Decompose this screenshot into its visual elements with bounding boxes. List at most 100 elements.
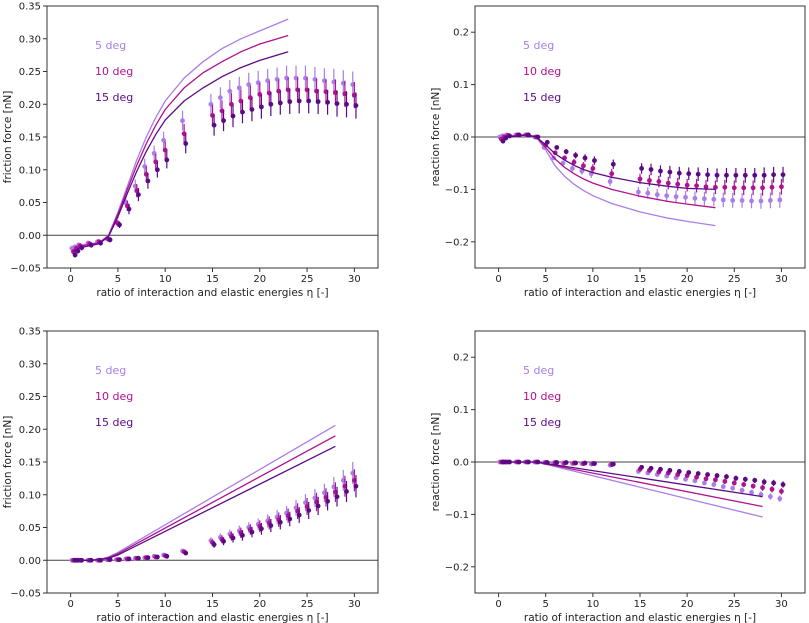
data-point bbox=[711, 196, 717, 202]
x-tick-label: 10 bbox=[586, 599, 599, 610]
y-tick-label: 0.1 bbox=[453, 80, 469, 91]
data-point bbox=[236, 85, 242, 91]
model-curve bbox=[73, 435, 336, 561]
data-point bbox=[164, 553, 170, 559]
x-tick-label: 20 bbox=[681, 274, 694, 285]
data-point bbox=[554, 460, 560, 465]
data-point bbox=[761, 172, 767, 178]
y-tick-label: 0.10 bbox=[19, 165, 41, 176]
data-point bbox=[258, 104, 264, 110]
chart-bottom-left: 0 5 10 15 20 25 30 −0.05 0.00 0.05 0.10 0.15 0.20 0.2… bbox=[2, 327, 379, 623]
data-point bbox=[296, 98, 302, 104]
data-point bbox=[741, 185, 747, 191]
data-point bbox=[648, 465, 654, 471]
data-point bbox=[211, 122, 217, 128]
series-15-deg bbox=[72, 51, 359, 258]
data-point bbox=[683, 194, 688, 200]
y-tick-label: −0.2 bbox=[445, 237, 469, 248]
x-tick-label: 25 bbox=[728, 274, 741, 285]
y-tick-label: 0.30 bbox=[19, 359, 41, 370]
data-point bbox=[664, 193, 670, 199]
data-point bbox=[750, 185, 756, 191]
data-point bbox=[683, 476, 688, 482]
y-axis-label: friction force [nN] bbox=[2, 416, 14, 509]
legend-entry: 10 deg bbox=[95, 65, 133, 78]
y-tick-label: −0.1 bbox=[445, 185, 469, 196]
y-tick-label: −0.05 bbox=[10, 264, 41, 275]
data-point bbox=[183, 550, 189, 556]
data-point bbox=[733, 172, 739, 178]
data-point bbox=[315, 503, 321, 509]
data-point bbox=[714, 473, 720, 479]
data-point bbox=[780, 172, 786, 178]
legend-entry: 15 deg bbox=[95, 91, 133, 104]
data-point bbox=[334, 101, 340, 106]
data-point bbox=[665, 180, 671, 186]
model-curve bbox=[73, 34, 289, 251]
data-point bbox=[221, 118, 226, 124]
data-point bbox=[771, 172, 776, 178]
data-point bbox=[353, 483, 359, 489]
data-point bbox=[769, 184, 775, 190]
x-tick-label: 30 bbox=[348, 599, 361, 610]
model-curve bbox=[73, 18, 289, 249]
series-15-deg bbox=[500, 132, 786, 191]
data-point bbox=[779, 184, 784, 190]
data-point bbox=[742, 172, 748, 178]
data-point bbox=[277, 100, 283, 106]
y-tick-label: 0.0 bbox=[453, 458, 469, 469]
data-point bbox=[639, 464, 644, 470]
data-point bbox=[722, 184, 728, 190]
data-point bbox=[610, 161, 616, 167]
y-tick-label: −0.05 bbox=[10, 589, 41, 600]
data-point bbox=[742, 476, 748, 482]
y-tick-label: 0.2 bbox=[453, 353, 469, 364]
x-tick-label: 25 bbox=[301, 599, 314, 610]
data-point bbox=[581, 163, 586, 169]
data-point bbox=[658, 168, 663, 174]
chart-top-left: 0 5 10 15 20 25 30 −0.05 0.00 0.05 0.10 0.15 0.20 0.2… bbox=[2, 2, 379, 299]
data-point bbox=[667, 467, 673, 473]
legend-entry: 5 deg bbox=[95, 364, 126, 377]
data-point bbox=[126, 556, 132, 562]
model-curve bbox=[73, 445, 336, 561]
data-point bbox=[752, 172, 758, 178]
data-point bbox=[769, 486, 775, 492]
data-point bbox=[136, 192, 141, 198]
data-point bbox=[761, 479, 767, 485]
x-tick-label: 5 bbox=[543, 599, 549, 610]
data-point bbox=[648, 167, 654, 172]
data-point bbox=[296, 512, 302, 518]
data-point bbox=[221, 538, 226, 544]
y-tick-label: 0.30 bbox=[19, 34, 41, 45]
x-tick-label: 10 bbox=[159, 599, 172, 610]
data-point bbox=[306, 98, 312, 104]
data-point bbox=[713, 184, 718, 190]
data-point bbox=[656, 179, 662, 184]
data-point bbox=[571, 159, 577, 165]
data-point bbox=[325, 99, 330, 105]
model-curve bbox=[501, 134, 716, 191]
legend-entry: 15 deg bbox=[523, 416, 561, 429]
data-point bbox=[705, 472, 710, 477]
data-point bbox=[277, 519, 283, 525]
data-point bbox=[268, 523, 274, 528]
data-point bbox=[607, 179, 613, 184]
data-point bbox=[676, 170, 682, 176]
data-point bbox=[711, 482, 717, 487]
data-point bbox=[686, 470, 692, 475]
data-point bbox=[145, 555, 151, 561]
data-point bbox=[724, 172, 729, 178]
data-point bbox=[217, 95, 223, 101]
y-tick-label: −0.1 bbox=[445, 510, 469, 521]
data-point bbox=[780, 482, 786, 487]
x-tick-label: 20 bbox=[253, 599, 266, 610]
data-point bbox=[722, 478, 728, 484]
data-point bbox=[675, 181, 681, 187]
x-axis-label: ratio of interaction and elastic energie… bbox=[524, 612, 756, 623]
data-point bbox=[647, 178, 652, 183]
data-point bbox=[180, 118, 185, 124]
data-point bbox=[107, 237, 113, 243]
data-point bbox=[733, 475, 739, 481]
x-tick-label: 30 bbox=[348, 274, 361, 285]
